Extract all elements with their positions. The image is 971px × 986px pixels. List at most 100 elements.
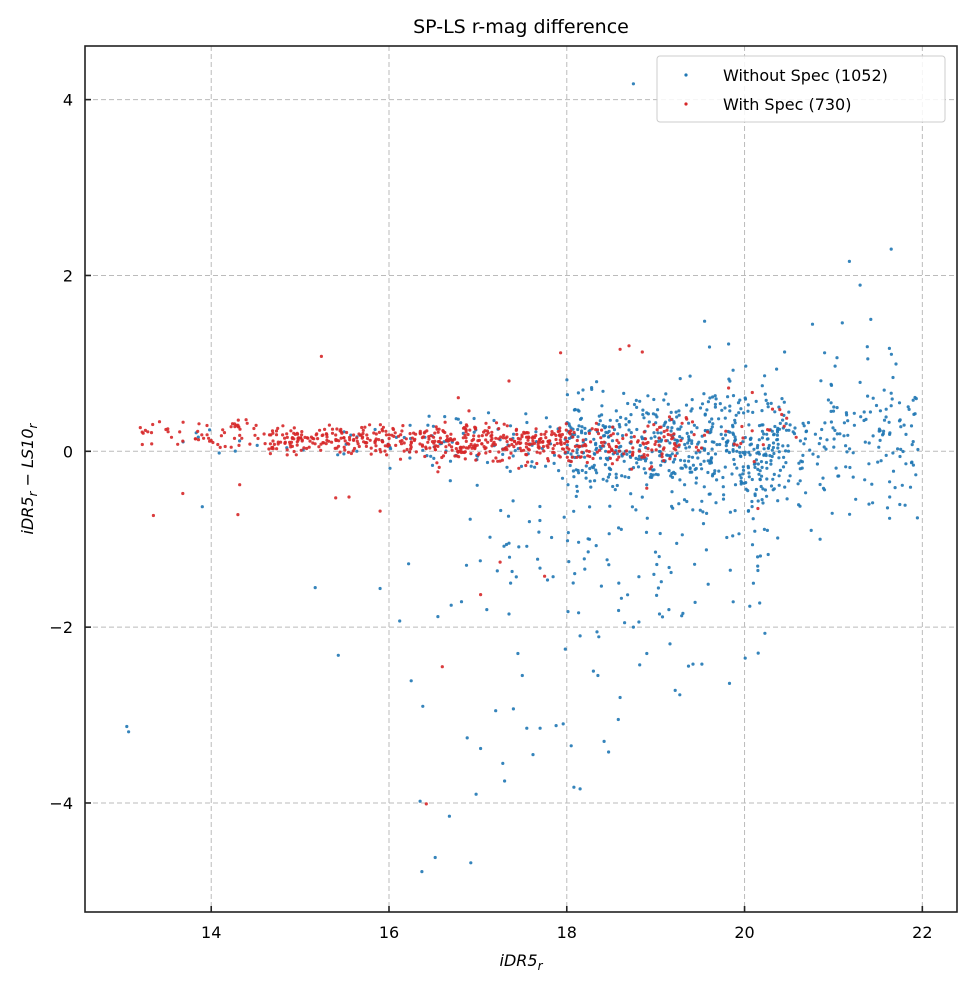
point-with-spec (669, 417, 674, 422)
point-without-spec (468, 517, 472, 521)
point-without-spec (621, 434, 625, 438)
point-without-spec (742, 411, 746, 415)
point-with-spec (588, 454, 592, 459)
point-with-spec (631, 452, 635, 456)
y-axis-label-op: − (18, 468, 37, 492)
point-without-spec (754, 399, 758, 403)
point-with-spec (565, 455, 569, 459)
point-without-spec (687, 437, 691, 441)
point-without-spec (676, 427, 680, 431)
point-without-spec (733, 435, 737, 439)
point-without-spec (600, 404, 604, 408)
point-without-spec (877, 445, 881, 449)
point-without-spec (608, 504, 612, 508)
point-without-spec (731, 448, 735, 452)
point-without-spec (594, 443, 598, 447)
point-with-spec (305, 436, 309, 440)
point-with-spec (665, 428, 669, 432)
point-without-spec (679, 425, 683, 429)
point-without-spec (863, 478, 867, 482)
point-without-spec (629, 431, 633, 435)
point-with-spec (657, 443, 661, 447)
point-with-spec (463, 433, 467, 437)
point-without-spec (882, 429, 886, 433)
point-with-spec (614, 444, 618, 449)
point-without-spec (888, 480, 892, 484)
point-with-spec (541, 440, 545, 444)
point-with-spec (531, 439, 535, 443)
point-with-spec (636, 439, 640, 443)
point-with-spec (420, 443, 424, 447)
point-with-spec (368, 438, 372, 442)
point-with-spec (627, 344, 631, 348)
point-with-spec (436, 430, 440, 434)
point-with-spec (673, 454, 678, 458)
point-without-spec (776, 499, 780, 503)
point-with-spec (445, 434, 449, 438)
point-with-spec (149, 431, 154, 435)
point-without-spec (844, 465, 848, 469)
point-with-spec (648, 467, 652, 471)
point-without-spec (421, 704, 425, 708)
point-without-spec (517, 545, 521, 549)
point-without-spec (649, 461, 653, 465)
point-with-spec (356, 442, 360, 446)
y-axis-label-b-sub: r (26, 422, 40, 428)
point-with-spec (624, 433, 628, 437)
point-without-spec (871, 501, 875, 505)
point-with-spec (302, 446, 306, 450)
point-with-spec (675, 444, 679, 448)
point-without-spec (684, 403, 689, 407)
point-without-spec (694, 476, 699, 480)
point-without-spec (418, 799, 422, 803)
point-without-spec (601, 477, 605, 481)
point-with-spec (570, 455, 574, 459)
point-without-spec (196, 435, 200, 439)
point-with-spec (741, 436, 745, 440)
point-without-spec (669, 429, 673, 433)
point-without-spec (733, 438, 738, 442)
point-with-spec (283, 436, 287, 440)
point-with-spec (572, 430, 576, 435)
point-with-spec (330, 431, 335, 435)
point-without-spec (727, 450, 732, 455)
point-with-spec (558, 429, 562, 433)
point-without-spec (336, 653, 340, 657)
point-without-spec (640, 495, 644, 499)
point-without-spec (576, 391, 581, 395)
point-without-spec (617, 526, 621, 530)
point-without-spec (694, 481, 698, 485)
point-without-spec (894, 362, 898, 366)
point-without-spec (576, 427, 580, 432)
point-with-spec (646, 453, 650, 457)
point-without-spec (854, 497, 858, 501)
point-with-spec (608, 450, 612, 454)
point-with-spec (526, 431, 530, 435)
point-with-spec (464, 430, 468, 434)
point-with-spec (317, 445, 321, 449)
point-without-spec (792, 432, 797, 436)
point-without-spec (760, 436, 765, 440)
point-without-spec (686, 441, 690, 445)
point-without-spec (690, 407, 694, 411)
point-with-spec (491, 459, 495, 463)
point-with-spec (428, 446, 432, 450)
point-with-spec (285, 435, 289, 439)
point-without-spec (749, 442, 754, 446)
point-without-spec (657, 555, 661, 559)
point-with-spec (216, 442, 220, 447)
point-with-spec (271, 439, 275, 443)
point-with-spec (518, 437, 522, 441)
point-with-spec (223, 444, 227, 449)
point-with-spec (324, 432, 328, 436)
point-without-spec (788, 423, 792, 427)
point-without-spec (581, 397, 585, 401)
point-without-spec (765, 466, 769, 470)
point-with-spec (383, 449, 387, 453)
point-without-spec (584, 476, 588, 480)
point-without-spec (448, 459, 453, 463)
point-without-spec (842, 421, 847, 425)
point-without-spec (889, 391, 893, 395)
point-with-spec (252, 426, 256, 431)
point-without-spec (887, 420, 891, 424)
